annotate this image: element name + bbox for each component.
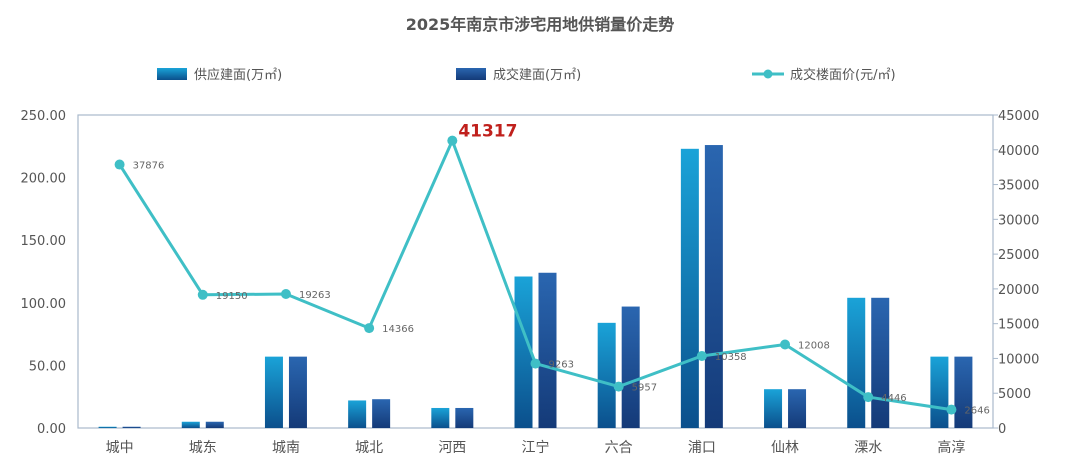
x-tick-label: 仙林 xyxy=(771,440,799,456)
y-right-tick-label: 20000 xyxy=(998,283,1039,298)
line-point xyxy=(530,358,541,369)
bar-deal xyxy=(954,356,973,428)
bar-supply xyxy=(264,356,283,428)
bar-supply xyxy=(348,400,367,428)
y-right-tick-label: 25000 xyxy=(998,248,1039,263)
bar-supply xyxy=(847,297,866,428)
line-data-label-highlight: 41317 xyxy=(458,122,517,142)
line-point xyxy=(946,404,957,415)
legend: 供应建面(万㎡) 成交建面(万㎡) 成交楼面价(元/㎡) xyxy=(157,67,896,83)
line-data-label: 14366 xyxy=(382,324,414,335)
line-data-label: 4446 xyxy=(881,393,906,404)
bar-supply xyxy=(514,276,533,428)
x-tick-label: 河西 xyxy=(438,440,466,456)
y-left-tick-label: 200.00 xyxy=(21,172,67,187)
line-point xyxy=(613,381,624,392)
line-point xyxy=(364,323,375,334)
bar-deal xyxy=(621,306,640,428)
line-point xyxy=(197,289,208,300)
bar-deal xyxy=(205,421,224,428)
y-left-tick-label: 250.00 xyxy=(21,109,67,124)
x-tick-label: 浦口 xyxy=(688,440,716,456)
y-left-tick-label: 150.00 xyxy=(21,234,67,249)
x-tick-label: 江宁 xyxy=(522,439,550,456)
y-right-tick-label: 30000 xyxy=(998,213,1039,228)
bar-supply xyxy=(98,426,117,428)
x-tick-label: 城东 xyxy=(189,440,217,456)
x-tick-label: 高淳 xyxy=(937,439,965,456)
line-point xyxy=(447,135,458,146)
x-tick-label: 城南 xyxy=(272,440,300,456)
y-axis-right: 0 5000 10000 15000 20000 25000 30000 35000 40000… xyxy=(993,109,1039,437)
legend-swatch-deal xyxy=(456,68,486,80)
legend-label-deal: 成交建面(万㎡) xyxy=(493,67,581,83)
line-data-label: 19150 xyxy=(216,291,248,302)
line-point xyxy=(280,289,291,300)
chart-title: 2025年南京市涉宅用地供销量价走势 xyxy=(406,15,675,34)
line-data-labels: 37876 19150 19263 14366 41317 9263 5957 10358 12… xyxy=(133,122,990,417)
y-axis-left: 0.00 50.00 100.00 150.00 200.00 250.00 xyxy=(21,109,67,437)
line-data-label: 37876 xyxy=(133,161,165,172)
line-point xyxy=(696,350,707,361)
line-data-label: 9263 xyxy=(549,360,574,371)
legend-label-supply: 供应建面(万㎡) xyxy=(194,67,282,83)
line-series xyxy=(114,135,957,415)
y-right-tick-label: 15000 xyxy=(998,318,1039,333)
x-tick-label: 六合 xyxy=(605,440,633,456)
x-axis: 城中 城东 城南 城北 河西 江宁 六合 浦口 仙林 溧水 高淳 xyxy=(106,439,966,456)
line-point xyxy=(863,392,874,403)
y-right-tick-label: 40000 xyxy=(998,144,1039,159)
bar-deal xyxy=(538,272,557,428)
legend-swatch-supply xyxy=(157,68,187,80)
y-left-tick-label: 100.00 xyxy=(21,297,67,312)
bar-supply xyxy=(930,356,949,428)
line-data-label: 2646 xyxy=(964,406,989,417)
bar-supply xyxy=(431,407,450,428)
bar-supply xyxy=(597,322,616,428)
bar-deal xyxy=(704,145,723,428)
bar-supply xyxy=(181,421,200,428)
legend-label-line: 成交楼面价(元/㎡) xyxy=(790,67,896,83)
x-tick-label: 城北 xyxy=(355,440,383,456)
bar-deal xyxy=(122,426,141,428)
bar-supply xyxy=(764,389,783,428)
line-data-label: 10358 xyxy=(715,352,747,363)
y-left-tick-label: 0.00 xyxy=(37,422,66,437)
bar-deal xyxy=(871,297,890,428)
bar-deal xyxy=(455,407,474,428)
y-left-tick-label: 50.00 xyxy=(29,359,66,374)
bar-deal xyxy=(788,389,807,428)
line-point xyxy=(780,339,791,350)
line-data-label: 12008 xyxy=(798,340,830,351)
line-point xyxy=(114,159,125,170)
bar-supply xyxy=(680,148,699,428)
y-right-tick-label: 0 xyxy=(998,422,1006,437)
legend-swatch-line-marker xyxy=(763,69,773,79)
x-tick-label: 溧水 xyxy=(854,440,882,456)
y-right-tick-label: 10000 xyxy=(998,352,1039,367)
line-price xyxy=(118,139,952,412)
bar-deal xyxy=(288,356,307,428)
bar-series xyxy=(98,145,973,428)
line-data-label: 5957 xyxy=(632,383,657,394)
y-right-tick-label: 35000 xyxy=(998,179,1039,194)
bar-deal xyxy=(372,399,391,428)
plot-frame xyxy=(77,114,994,429)
line-data-label: 19263 xyxy=(299,290,331,301)
x-tick-label: 城中 xyxy=(106,440,134,456)
y-right-tick-label: 5000 xyxy=(998,387,1031,402)
y-right-tick-label: 45000 xyxy=(998,109,1039,124)
